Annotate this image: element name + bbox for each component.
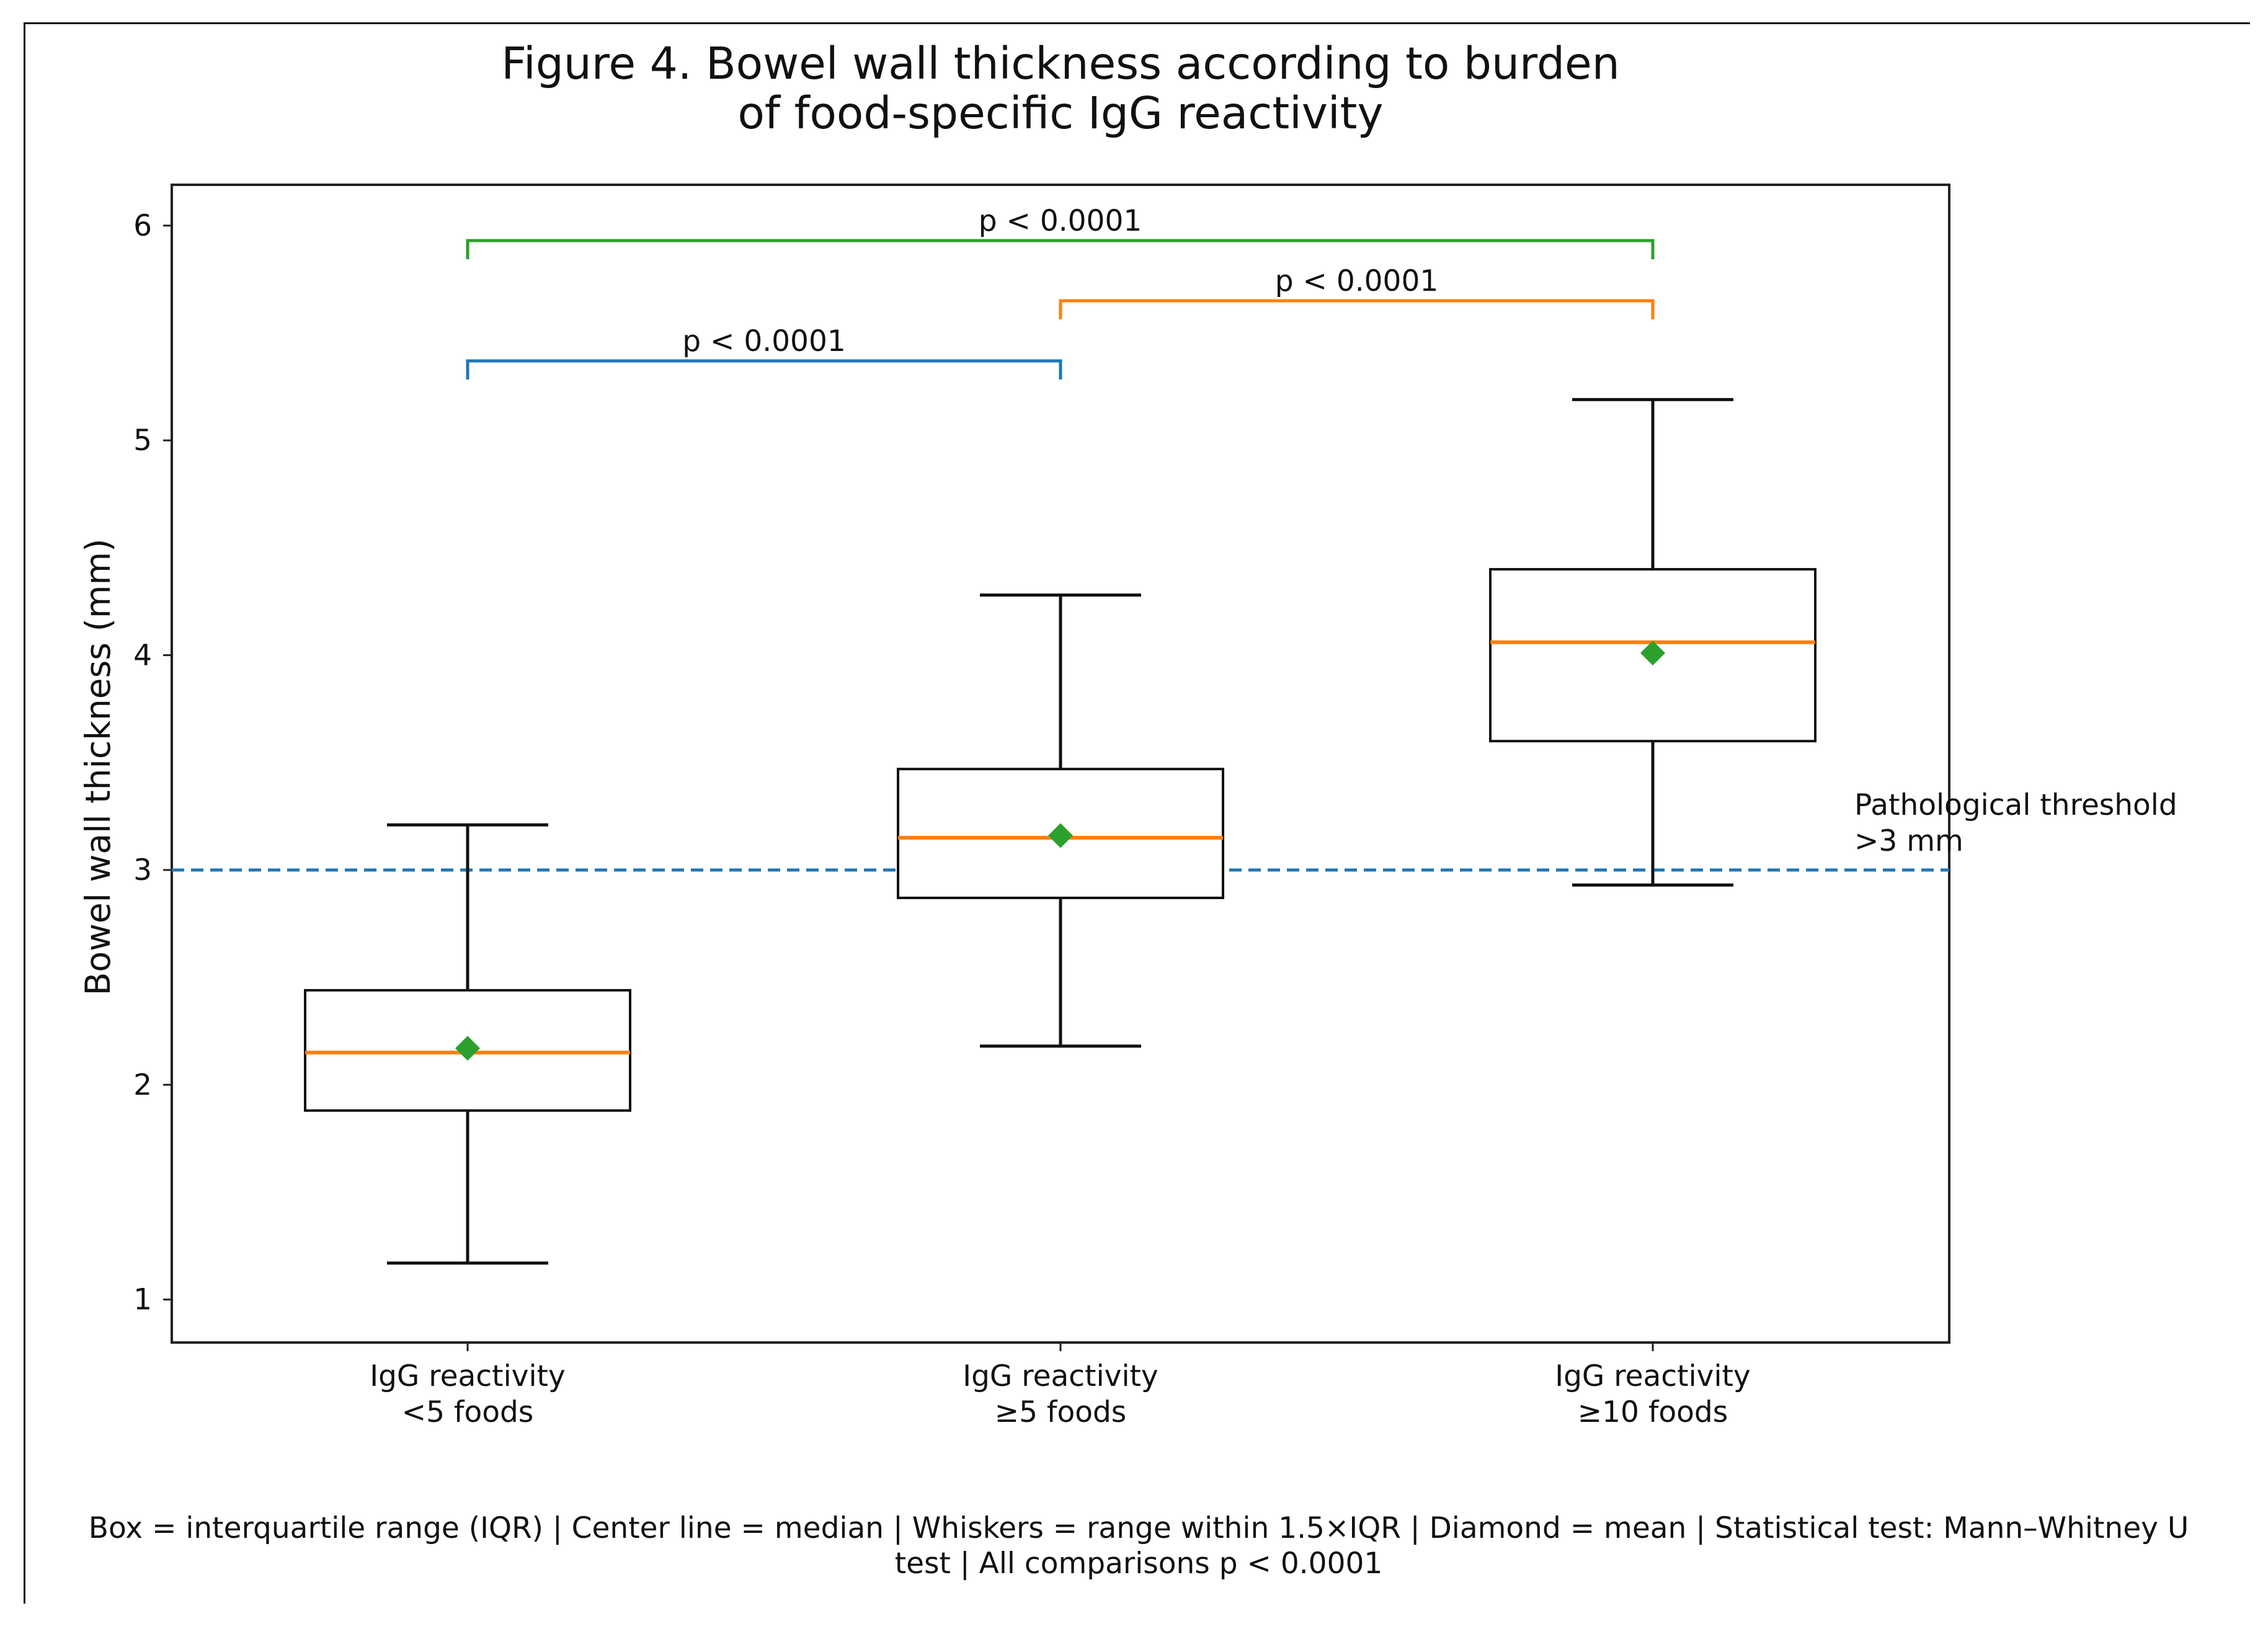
y-tick-label: 4 — [133, 639, 152, 673]
caption-line-2: test | All comparisons p < 0.0001 — [895, 1547, 1383, 1581]
figure-caption: Box = interquartile range (IQR) | Center… — [89, 1511, 2189, 1581]
y-tick-label: 1 — [133, 1283, 152, 1317]
chart-title: Figure 4. Bowel wall thickness according… — [501, 38, 1619, 139]
y-tick-label: 6 — [133, 209, 152, 243]
figure-frame-top — [24, 22, 2250, 24]
significance-bracket-1 — [466, 359, 1062, 380]
x-category-label: ≥10 foods — [1578, 1395, 1728, 1429]
significance-bracket-2 — [1059, 299, 1655, 320]
mean-diamond — [455, 1036, 480, 1061]
figure-frame-left — [24, 22, 25, 1604]
chart-title-line-1: Figure 4. Bowel wall thickness according… — [501, 38, 1619, 89]
x-category-label: IgG reactivity — [1555, 1359, 1751, 1393]
significance-label-2: p < 0.0001 — [1275, 264, 1439, 298]
mean-diamond — [1048, 823, 1073, 848]
x-category-label: <5 foods — [402, 1395, 534, 1429]
threshold-label: >3 mm — [1854, 824, 1963, 858]
mean-diamond — [1640, 641, 1665, 666]
y-tick-label: 2 — [133, 1068, 152, 1102]
significance-label-3: p < 0.0001 — [979, 204, 1142, 238]
box-group-3 — [1489, 397, 1817, 887]
x-category-label: ≥5 foods — [995, 1395, 1127, 1429]
significance-label-1: p < 0.0001 — [682, 324, 846, 358]
box-group-1 — [304, 823, 631, 1265]
x-category-label: IgG reactivity — [963, 1359, 1158, 1393]
threshold-label: Pathological threshold — [1854, 788, 2177, 822]
y-axis-label: Bowel wall thickness (mm) — [78, 538, 118, 995]
caption-line-1: Box = interquartile range (IQR) | Center… — [89, 1511, 2189, 1545]
box-group-2 — [897, 593, 1224, 1048]
y-tick-label: 5 — [133, 424, 152, 458]
x-category-label: IgG reactivity — [370, 1359, 566, 1393]
y-tick-label: 3 — [133, 853, 152, 887]
significance-bracket-3 — [466, 239, 1655, 260]
plot-layer: 1 2 3 4 5 6 Pathological threshold>3 mm IgG rea… — [133, 184, 2177, 1429]
chart-title-line-2: of food-specific IgG reactivity — [737, 87, 1383, 139]
